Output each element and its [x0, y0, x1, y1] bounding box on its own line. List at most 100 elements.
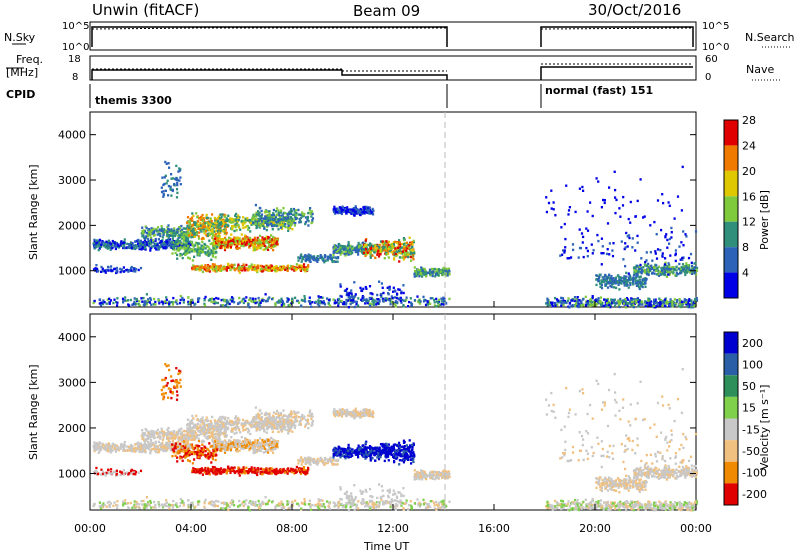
echo-cell — [634, 215, 637, 218]
echo-cell — [393, 303, 397, 306]
echo-cell — [99, 304, 103, 307]
echo-cell — [247, 265, 251, 268]
echo-cell — [624, 242, 627, 245]
echo-cell — [286, 300, 289, 303]
echo-cell — [282, 211, 285, 215]
echo-cell — [144, 230, 147, 233]
echo-cell — [279, 226, 282, 229]
echo-cell — [654, 252, 657, 255]
colorbar-swatch — [724, 145, 738, 171]
echo-cell — [243, 267, 246, 270]
echo-cell — [580, 300, 583, 304]
echo-cell — [322, 259, 325, 262]
echo-cell — [266, 241, 269, 244]
echo-cell — [293, 266, 296, 270]
echo-cell — [668, 303, 671, 307]
echo-cell — [276, 207, 279, 210]
echo-cell — [267, 245, 271, 248]
echo-cell — [234, 237, 237, 240]
echo-cell — [95, 242, 98, 246]
echo-cell — [395, 254, 398, 257]
echo-cell — [347, 247, 350, 250]
echo-cell — [220, 298, 223, 302]
echo-cell — [227, 224, 230, 227]
echo-cell — [446, 271, 449, 274]
echo-cell — [205, 221, 208, 225]
echo-cell — [273, 222, 276, 225]
echo-cell — [259, 269, 262, 272]
echo-cell — [620, 240, 623, 243]
echo-cell — [217, 234, 220, 238]
echo-cell — [378, 246, 381, 249]
echo-cell — [262, 265, 265, 269]
echo-cell — [663, 264, 666, 267]
echo-cell — [624, 265, 627, 268]
echo-cell — [213, 265, 216, 269]
echo-cell — [256, 239, 259, 242]
echo-cell — [576, 296, 579, 299]
echo-cell — [267, 266, 270, 269]
echo-cell — [393, 257, 396, 260]
echo-cell — [269, 239, 272, 243]
echo-cell — [409, 297, 412, 300]
echo-cell — [585, 301, 588, 305]
echo-cell — [147, 238, 150, 241]
echo-cell — [206, 226, 210, 230]
echo-cell — [437, 274, 440, 277]
echo-cell — [604, 283, 607, 286]
echo-cell — [220, 245, 223, 248]
echo-cell — [368, 211, 371, 214]
echo-cell — [154, 237, 157, 241]
echo-cell — [182, 233, 185, 236]
echo-cell — [133, 297, 136, 300]
echo-cell — [287, 224, 290, 227]
echo-cell — [342, 208, 345, 212]
echo-cell — [273, 224, 276, 227]
freq-unit-label: [MHz] — [6, 66, 38, 79]
echo-cell — [93, 242, 96, 245]
echo-cell — [138, 244, 141, 247]
echo-cell — [554, 304, 557, 307]
echo-cell — [297, 208, 300, 212]
echo-cell — [144, 302, 147, 305]
echo-cell — [333, 299, 337, 302]
echo-cell — [383, 244, 386, 247]
echo-cell — [362, 246, 366, 249]
echo-cell — [231, 298, 235, 302]
echo-cell — [160, 227, 164, 230]
echo-cell — [639, 284, 643, 288]
echo-cell — [265, 214, 268, 217]
echo-cell — [615, 286, 618, 290]
echo-cell — [419, 300, 422, 303]
echo-cell — [126, 268, 129, 272]
echo-cell — [160, 242, 163, 246]
echo-cell — [556, 303, 559, 307]
echo-cell — [200, 215, 203, 219]
echo-cell — [608, 302, 611, 305]
echo-cell — [154, 300, 157, 304]
echo-cell — [198, 297, 201, 300]
echo-cell — [264, 209, 267, 213]
echo-cell — [167, 184, 170, 188]
echo-cell — [406, 253, 409, 256]
echo-cell — [412, 254, 415, 258]
echo-cell — [196, 216, 199, 219]
echo-cell — [173, 229, 176, 232]
echo-cell — [210, 249, 213, 252]
echo-cell — [361, 296, 364, 300]
echo-cell — [95, 264, 98, 267]
echo-cell — [203, 225, 206, 229]
echo-cell — [372, 244, 375, 248]
echo-cell — [357, 304, 360, 307]
echo-cell — [365, 210, 368, 213]
echo-cell — [297, 213, 300, 216]
echo-cell — [183, 247, 186, 251]
echo-cell — [159, 245, 162, 249]
echo-cell — [218, 266, 221, 269]
echo-cell — [380, 249, 383, 252]
echo-cell — [167, 236, 170, 240]
echo-cell — [354, 295, 357, 298]
echo-cell — [257, 303, 261, 307]
echo-cell — [166, 179, 169, 182]
echo-cell — [206, 245, 209, 248]
